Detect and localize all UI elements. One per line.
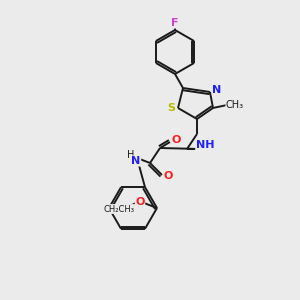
Text: CH₃: CH₃ [226, 100, 244, 110]
Text: H: H [127, 150, 135, 160]
Text: O: O [163, 171, 173, 181]
Text: N: N [131, 156, 141, 166]
Text: O: O [135, 197, 145, 207]
Text: F: F [171, 18, 179, 28]
Text: O: O [171, 135, 181, 145]
Text: NH: NH [196, 140, 214, 150]
Text: CH₂CH₃: CH₂CH₃ [103, 205, 134, 214]
Text: S: S [167, 103, 175, 113]
Text: N: N [212, 85, 222, 95]
